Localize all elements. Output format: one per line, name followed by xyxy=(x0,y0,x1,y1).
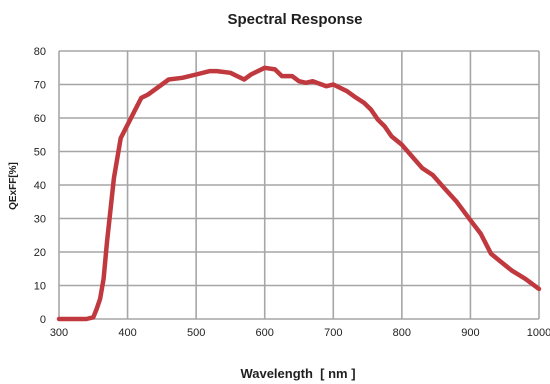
x-axis-label: Wavelength [ nm ] xyxy=(240,366,355,381)
y-tick-label: 20 xyxy=(34,247,46,259)
x-tick-label: 300 xyxy=(50,327,68,339)
y-tick-label: 30 xyxy=(34,214,46,226)
y-tick-label: 10 xyxy=(34,281,46,293)
chart-title: Spectral Response xyxy=(227,11,362,28)
x-tick-label: 400 xyxy=(118,327,136,339)
series-line xyxy=(56,65,542,322)
y-axis-label: QExFF[%] xyxy=(8,162,19,210)
y-tick-label: 0 xyxy=(40,314,46,326)
y-tick-label: 80 xyxy=(34,46,46,58)
x-tick-label: 900 xyxy=(461,327,479,339)
x-tick-label: 600 xyxy=(256,327,274,339)
x-tick-label: 700 xyxy=(324,327,342,339)
tick-labels: 300 400 500 600 700 800 900 1000 0 10 20 30 40 50 60 70… xyxy=(34,46,550,339)
x-tick-label: 800 xyxy=(393,327,411,339)
grid xyxy=(58,50,540,320)
x-tick-label: 500 xyxy=(187,327,205,339)
y-tick-label: 70 xyxy=(34,80,46,92)
y-tick-label: 40 xyxy=(34,180,46,192)
x-tick-label: 1000 xyxy=(527,327,550,339)
y-tick-label: 60 xyxy=(34,113,46,125)
y-tick-label: 50 xyxy=(34,147,46,159)
